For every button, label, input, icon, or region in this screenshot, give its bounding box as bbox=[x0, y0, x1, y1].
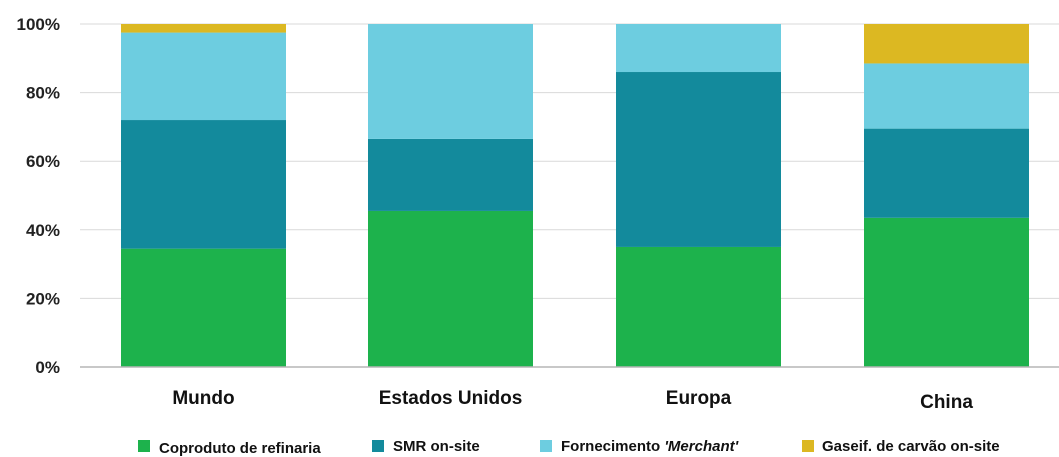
legend-label-merchant-supply: Fornecimento 'Merchant' bbox=[561, 438, 739, 455]
x-tick-label-china: China bbox=[920, 392, 973, 413]
y-axis-ticks: 0% 20% 40% 60% 80% 100% bbox=[17, 15, 60, 377]
legend-label-merchant-prefix: Fornecimento bbox=[561, 438, 664, 455]
x-axis-ticks: Mundo Estados Unidos Europa China bbox=[172, 388, 973, 413]
bar-china-merchant-supply bbox=[864, 63, 1029, 129]
y-tick-label-40: 40% bbox=[26, 221, 60, 240]
bar-europa-refinery-coproduct bbox=[616, 246, 781, 367]
legend-label-coal-gasification: Gaseif. de carvão on-site bbox=[822, 438, 1000, 455]
legend-label-smr-onsite: SMR on-site bbox=[393, 438, 480, 455]
x-tick-label-mundo: Mundo bbox=[172, 388, 234, 409]
y-tick-label-60: 60% bbox=[26, 152, 60, 171]
legend-swatch-merchant-supply bbox=[540, 440, 552, 452]
bar-estados-unidos-smr-onsite bbox=[368, 138, 533, 211]
legend-label-merchant-italic: 'Merchant' bbox=[664, 438, 738, 455]
y-tick-label-80: 80% bbox=[26, 84, 60, 103]
bar-estados-unidos-refinery-coproduct bbox=[368, 210, 533, 367]
bar-mundo-refinery-coproduct bbox=[121, 248, 286, 367]
y-tick-label-0: 0% bbox=[35, 358, 60, 377]
bar-china-smr-onsite bbox=[864, 128, 1029, 218]
bar-mundo-coal-gasification bbox=[121, 24, 286, 33]
bar-europa-smr-onsite bbox=[616, 72, 781, 247]
legend-swatch-smr-onsite bbox=[372, 440, 384, 452]
bar-china-coal-gasification bbox=[864, 24, 1029, 64]
y-tick-label-20: 20% bbox=[26, 289, 60, 308]
bar-mundo-merchant-supply bbox=[121, 32, 286, 121]
bars bbox=[121, 24, 1029, 367]
bar-estados-unidos-merchant-supply bbox=[368, 24, 533, 139]
legend-swatch-refinery-coproduct bbox=[138, 440, 150, 452]
bar-china-refinery-coproduct bbox=[864, 217, 1029, 367]
legend-swatch-coal-gasification bbox=[802, 440, 814, 452]
x-tick-label-estados-unidos: Estados Unidos bbox=[379, 388, 523, 409]
bar-europa-merchant-supply bbox=[616, 24, 781, 73]
bar-mundo-smr-onsite bbox=[121, 120, 286, 249]
y-tick-label-100: 100% bbox=[17, 15, 60, 34]
legend-label-refinery-coproduct: Coproduto de refinaria bbox=[159, 440, 321, 457]
legend: Coproduto de refinaria SMR on-site Forne… bbox=[138, 438, 1000, 457]
x-tick-label-europa: Europa bbox=[666, 388, 732, 409]
